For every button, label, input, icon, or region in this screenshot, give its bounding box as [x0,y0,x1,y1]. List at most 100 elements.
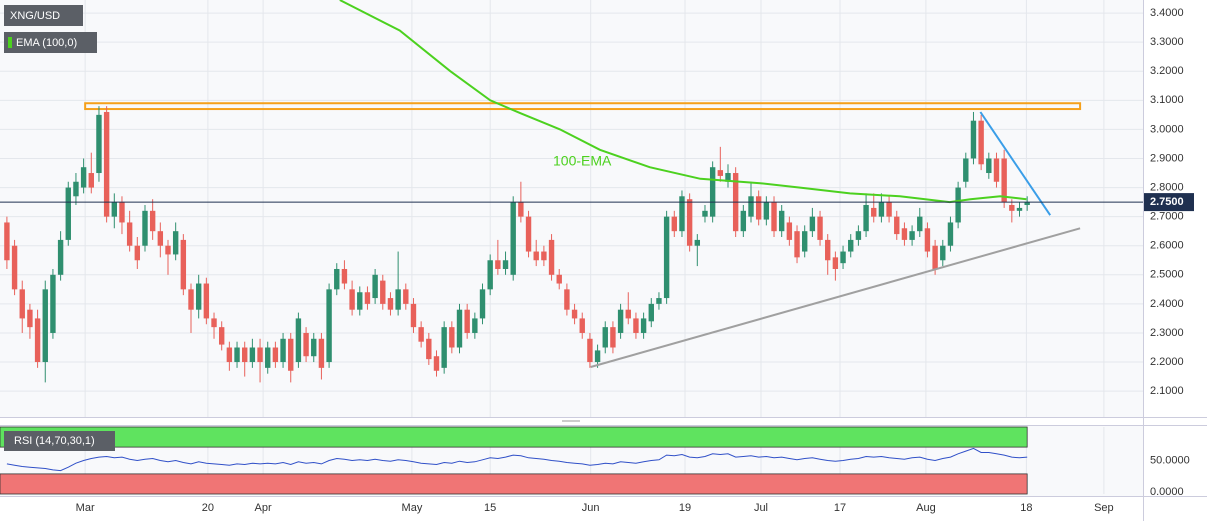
legend-box [4,5,83,26]
resistance-zone [84,102,1082,111]
candle-body [978,120,984,165]
candle-body [518,202,524,217]
candle-body [802,231,808,252]
candle-body [970,120,977,159]
rsi [0,426,1028,495]
candle-body [11,245,18,290]
candle-body [1001,158,1007,203]
candle-body [863,205,869,232]
candle-body [541,251,547,261]
candle-body [272,347,279,363]
candle-body [326,289,332,363]
candle-body [119,202,125,223]
y-tick-label: 3.2000 [1150,65,1184,77]
candle-body [180,239,187,290]
x-tick-label: 19 [679,502,691,514]
candle-body [334,268,340,290]
candle-body [364,292,371,304]
x-tick-label: Mar [76,502,95,514]
candle-body [357,292,363,310]
candle-body [502,260,509,269]
candle-body [410,303,417,328]
candle-body [303,332,309,357]
candle-body [65,187,71,240]
candle-body [617,309,624,333]
candle-body [663,216,670,299]
candle-body [226,347,233,363]
x-tick-label: 17 [834,502,846,514]
overbought-zone [0,426,1028,448]
candle-body [855,231,862,240]
y-tick-label: 3.3000 [1150,36,1184,48]
candle-body [571,309,578,319]
candle-body [50,274,56,333]
candle-body [57,239,64,275]
candle-body [249,347,256,363]
y-tick-label: 2.4000 [1150,298,1184,310]
candle-body [702,210,708,217]
candle-body [840,251,846,264]
candle-body [318,338,325,368]
candle-body [602,327,608,348]
candle-body [748,196,754,217]
y-tick-label: 2.9000 [1150,152,1184,164]
candle-body [763,202,770,220]
candle-body [694,239,701,246]
candle-body [418,327,424,342]
candle-body [917,216,923,232]
x-tick-label: May [402,502,423,514]
legend-box [4,32,97,53]
candle-body [648,303,654,322]
axes: 2.1000 2.2000 2.3000 2.4000 2.5000 2.6000 2.70… [76,7,1194,514]
candle-body [564,289,570,310]
candle-body [42,289,48,363]
candle-body [27,309,33,328]
x-tick-label: Jul [754,502,768,514]
last-price-label: 2.7500 [1150,196,1184,208]
rsi-tick-label: 50.0000 [1150,454,1190,466]
trend-line [590,227,1081,368]
candle-body [825,239,831,261]
candle-body [280,338,286,363]
candle-body [288,338,294,371]
candle-body [525,216,532,252]
rsi-line [6,447,1028,472]
candle-body [740,210,747,232]
candle-body [234,347,240,363]
candle-body [441,327,447,368]
candle-body [878,202,885,217]
candle-body [349,289,355,310]
y-tick-label: 3.0000 [1150,123,1184,135]
candle-body [433,356,440,371]
candle-body [487,260,493,290]
candle-body [218,327,225,345]
candle-body [464,309,470,333]
candle-body [80,167,87,188]
candle-body [295,318,302,363]
candle-body [771,202,777,232]
candle-body [395,289,401,310]
candle-body [548,239,555,275]
rsi-tick-label: 0.0000 [1150,486,1184,498]
candle-body [172,231,179,255]
candle-body [909,231,915,240]
candle-body [449,327,455,348]
y-tick-label: 2.8000 [1150,181,1184,193]
x-tick-label: Aug [916,502,936,514]
candle-body [993,158,1000,182]
y-tick-label: 2.5000 [1150,269,1184,281]
candle-body [149,210,156,232]
candle-body [372,274,378,299]
candle-body [886,202,892,217]
candle-body [832,257,839,269]
candle-body [510,202,516,275]
candle-body [579,318,585,333]
legend-rsi: RSI (14,70,30,1) [14,435,95,447]
candle-body [924,228,931,252]
candle-body [426,338,432,360]
candle-body [311,338,317,357]
candle-body [640,318,647,333]
ema-line [339,0,1027,204]
candle-body [671,216,677,232]
candle-body [479,289,486,319]
